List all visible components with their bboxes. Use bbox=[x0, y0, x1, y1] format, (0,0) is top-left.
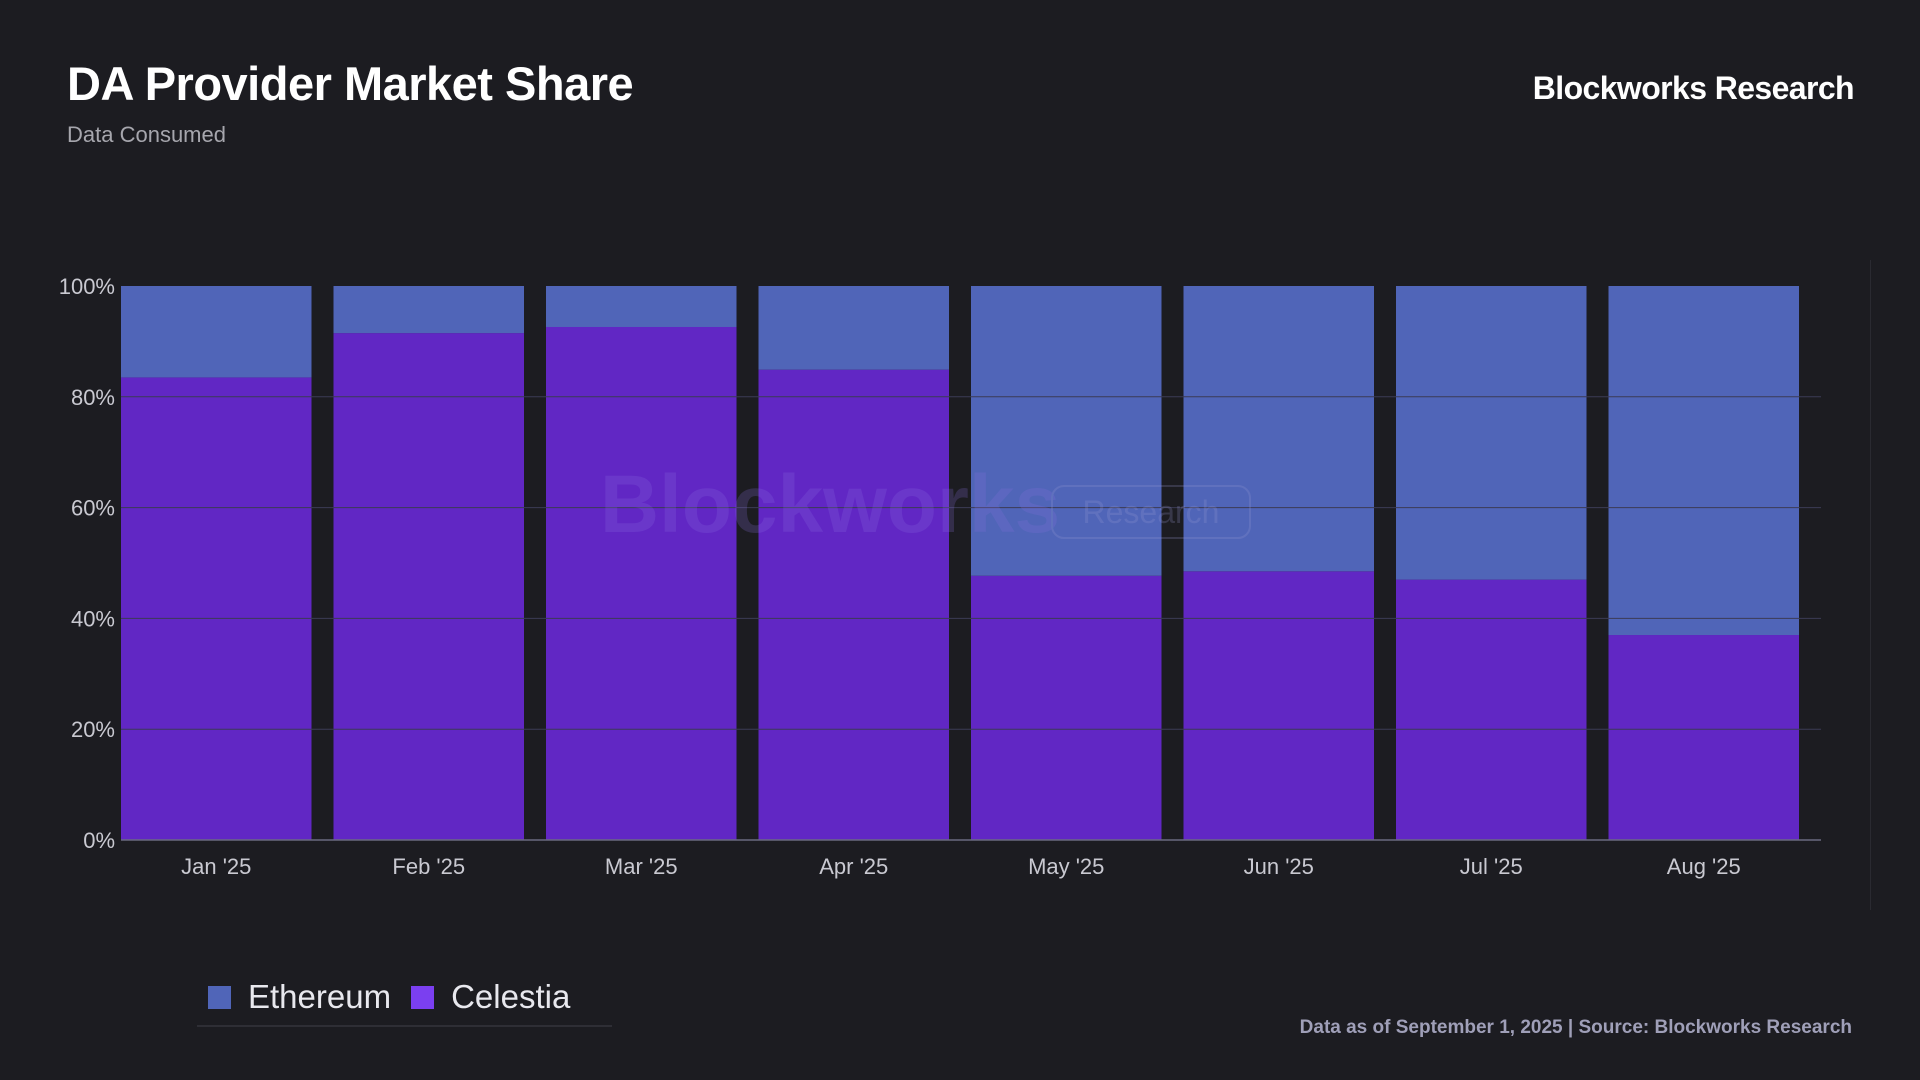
legend-underline bbox=[197, 1025, 612, 1027]
source-footnote: Data as of September 1, 2025 | Source: B… bbox=[1299, 1017, 1852, 1038]
legend-swatch-ethereum bbox=[208, 985, 231, 1009]
y-tick-label: 60% bbox=[71, 496, 115, 521]
legend-label-celestia: Celestia bbox=[451, 978, 571, 1015]
bar-ethereum-2 bbox=[546, 286, 737, 327]
bar-ethereum-1 bbox=[333, 286, 524, 334]
axis-layer: Jan '25 Feb '25 Mar '25 Apr '25 May '25 Jun '… bbox=[59, 274, 1821, 879]
chart-subtitle: Data Consumed bbox=[67, 122, 226, 147]
legend-item-celestia[interactable]: Celestia bbox=[411, 978, 570, 1016]
legend-swatch-celestia bbox=[411, 985, 435, 1009]
x-tick-label: Aug '25 bbox=[1667, 854, 1741, 879]
panel-divider bbox=[1870, 260, 1871, 910]
y-tick-label: 40% bbox=[71, 606, 115, 631]
x-tick-label: Jul '25 bbox=[1460, 854, 1523, 879]
x-tick-label: Jan '25 bbox=[181, 854, 251, 879]
bar-celestia-3 bbox=[758, 369, 949, 840]
legend-item-ethereum[interactable]: Ethereum bbox=[208, 978, 391, 1016]
y-tick-label: 0% bbox=[83, 828, 115, 853]
bar-celestia-2 bbox=[546, 326, 737, 841]
legend-label-ethereum: Ethereum bbox=[248, 978, 392, 1015]
bar-ethereum-3 bbox=[758, 286, 949, 370]
chart-title: DA Provider Market Share bbox=[67, 57, 634, 110]
x-tick-label: Apr '25 bbox=[819, 854, 888, 879]
y-tick-label: 20% bbox=[71, 717, 115, 742]
bar-ethereum-5 bbox=[1183, 286, 1374, 572]
watermark-tag: Research bbox=[1083, 494, 1220, 530]
x-tick-label: May '25 bbox=[1028, 854, 1104, 879]
x-tick-label: Jun '25 bbox=[1244, 854, 1314, 879]
y-tick-label: 100% bbox=[59, 274, 115, 299]
x-tick-label: Mar '25 bbox=[605, 854, 678, 879]
bar-ethereum-7 bbox=[1608, 286, 1799, 636]
watermark-word: Blockworks bbox=[600, 459, 1060, 550]
bar-celestia-6 bbox=[1396, 579, 1587, 840]
bar-celestia-1 bbox=[333, 333, 524, 840]
watermark-tag-box bbox=[1051, 485, 1251, 539]
bar-ethereum-0 bbox=[121, 286, 312, 378]
brand-logo-text: Blockworks Research bbox=[1532, 70, 1855, 106]
chart-legend: Ethereum Celestia bbox=[208, 978, 590, 1016]
grid-layer bbox=[121, 396, 1821, 730]
bar-celestia-7 bbox=[1608, 635, 1799, 840]
watermark: Blockworks Research bbox=[600, 459, 1251, 550]
bars-layer bbox=[121, 286, 1821, 841]
y-tick-label: 80% bbox=[71, 385, 115, 410]
bar-celestia-4 bbox=[971, 575, 1162, 840]
x-tick-label: Feb '25 bbox=[392, 854, 465, 879]
bar-ethereum-4 bbox=[971, 286, 1162, 576]
bar-celestia-0 bbox=[121, 377, 312, 840]
bar-celestia-5 bbox=[1183, 571, 1374, 840]
bar-ethereum-6 bbox=[1396, 286, 1587, 580]
